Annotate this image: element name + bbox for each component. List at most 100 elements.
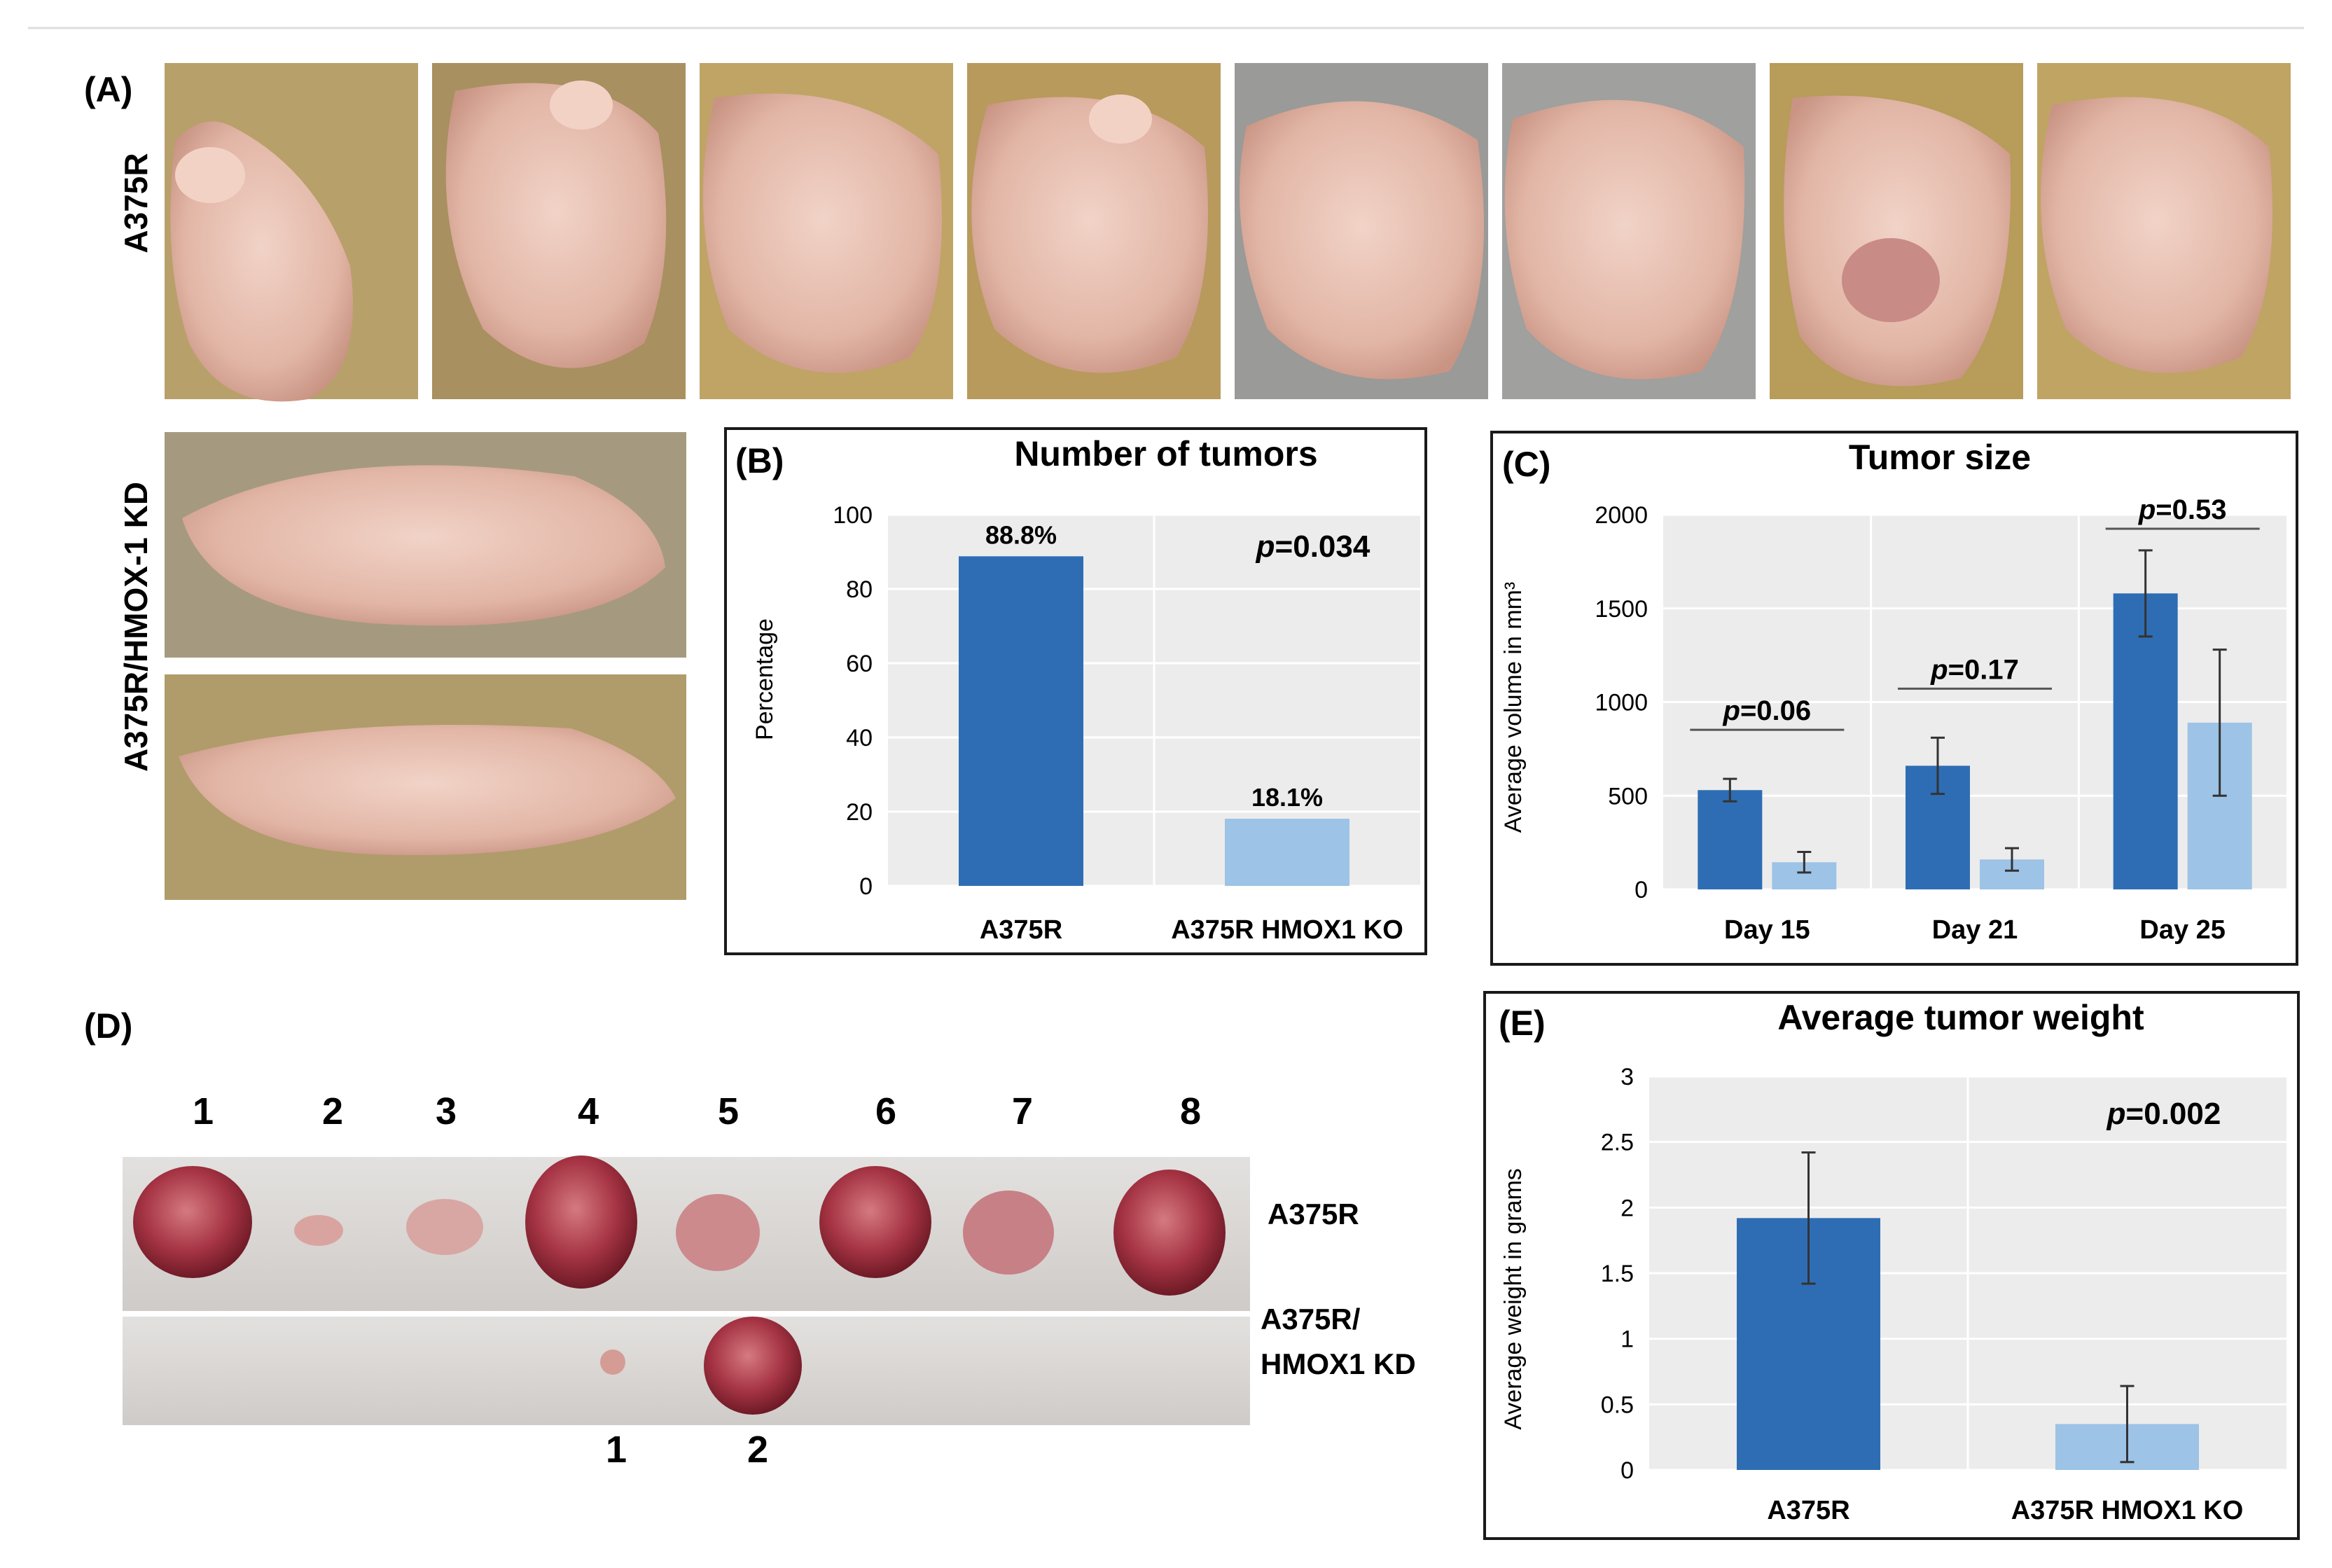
panel-d-row-top-label: A375R [1268,1198,1359,1230]
chart-e-ytick-label: 2.5 [1601,1130,1634,1156]
panel-a-letter: (A) [84,70,132,109]
mouse-photo [700,63,953,399]
chart-c-pvalue-number: =0.06 [1740,695,1811,726]
chart-b-title: Number of tumors [1014,434,1317,473]
chart-c-category-label: Day 21 [1932,915,2018,945]
tumor [406,1199,483,1255]
tumor-number: 6 [875,1090,896,1132]
tumor [676,1194,760,1271]
tumor [133,1166,252,1278]
chart-e-ytick-label: 2 [1620,1195,1634,1221]
tumor-number: 5 [718,1090,739,1132]
chart-e-ytick-label: 0 [1620,1457,1634,1484]
tumor [525,1156,637,1289]
mouse-photo [1770,63,2023,399]
chart-c-category-label: Day 25 [2139,915,2226,945]
panel-c-letter: (C) [1502,445,1550,484]
mouse-photo [165,432,686,658]
chart-b-ytick-label: 80 [846,576,873,603]
chart-b-ytick-label: 60 [846,651,873,677]
mouse-photos-top-row [165,63,2291,402]
panel-a-row-top-label: A375R [118,153,154,253]
tumor-number: 2 [322,1090,343,1132]
chart-b-ylabel: Percentage [751,618,778,740]
chart-e: 0 0.5 1 1.5 2 2.5 3 A375R A375R HMOX1 KO [1601,1064,2286,1525]
chart-c-title: Tumor size [1849,438,2031,477]
chart-e-title: Average tumor weight [1777,998,2144,1037]
panel-d-letter: (D) [84,1006,132,1046]
chart-b-data-label: 18.1% [1251,783,1323,812]
mouse-photo [165,63,418,402]
chart-c-category-label: Day 15 [1724,915,1810,945]
chart-b: 0 20 40 60 80 100 88.8% A375R 18.1% A375R HMOX1 K… [833,502,1420,945]
chart-b-bar [959,556,1083,886]
mouse-photo [165,674,686,900]
chart-e-ylabel: Average weight in grams [1500,1168,1527,1430]
chart-c-pvalue: p=0.06 [1723,695,1812,726]
mouse-photo [967,63,1221,399]
chart-c-pvalue: p=0.53 [2138,494,2227,525]
chart-c-ytick-label: 500 [1608,783,1648,810]
tumor-number: 2 [747,1429,768,1471]
chart-c-ylabel: Average volume in mm³ [1500,582,1527,833]
chart-b-ytick-label: 40 [846,725,873,751]
chart-e-ytick-label: 3 [1620,1064,1634,1090]
chart-c-pvalue-prefix: p [1723,695,1740,726]
tumor-strip-bottom [123,1317,1250,1425]
panel-d-row-bottom-label-line2: HMOX1 KD [1261,1347,1416,1380]
chart-c-ytick-label: 1000 [1595,690,1648,716]
tumor-number: 7 [1012,1090,1033,1132]
panel-e-letter: (E) [1499,1004,1546,1043]
chart-c-pvalue: p=0.17 [1930,654,2019,685]
mouse-photo [432,63,686,399]
chart-c-ytick-label: 2000 [1595,502,1648,529]
chart-e-ytick-label: 0.5 [1601,1392,1634,1418]
chart-c-bar [2113,593,2178,889]
chart-e-category-label: A375R HMOX1 KO [2011,1496,2244,1525]
mouse-photos-bottom-row [165,432,686,900]
chart-e-ytick-label: 1 [1620,1326,1634,1353]
chart-b-ytick-label: 0 [859,873,873,900]
chart-c-ytick-label: 1500 [1595,596,1648,623]
chart-c-pvalue-prefix: p [2138,494,2156,525]
panel-b-letter: (B) [735,441,784,480]
chart-b-ytick-label: 20 [846,799,873,826]
tumor [600,1350,625,1375]
tumor-numbers-top: 1 2 3 4 5 6 7 8 [193,1090,1201,1132]
chart-c-pvalue-number: =0.53 [2156,494,2226,525]
chart-e-pvalue: p=0.002 [2107,1097,2221,1131]
tumor-number: 8 [1180,1090,1201,1132]
tumor [1113,1170,1226,1296]
chart-c-pvalue-prefix: p [1930,654,1948,685]
mouse-photo [1235,63,1488,399]
panel-b: (B) Number of tumors 0 20 40 60 80 100 88.8% A3… [724,427,1427,955]
chart-e-ytick-label: 1.5 [1601,1261,1634,1287]
mouse-photo [2037,63,2291,399]
mouse-photo [1502,63,1756,399]
panel-a-row-bottom-label: A375R/HMOX-1 KD [118,482,154,772]
chart-b-pvalue: p=0.034 [1256,529,1370,564]
chart-b-data-label: 88.8% [985,520,1057,549]
chart-b-ytick-label: 100 [833,502,873,529]
panel-a: (A) A375R A375R/HMOX-1 KD [84,63,2291,900]
tumor [963,1191,1054,1275]
chart-c-pvalue-number: =0.17 [1948,654,2019,685]
tumor-number: 1 [193,1090,214,1132]
tumor-number: 3 [436,1090,457,1132]
panel-e: (E) Average tumor weight 0 0.5 1 1.5 2 2.5 3 A3… [1483,991,2300,1540]
tumor-number: 1 [606,1429,627,1471]
tumor [819,1166,931,1278]
tumors-top-row [133,1156,1226,1296]
chart-b-category-label: A375R HMOX1 KO [1171,915,1403,945]
panel-d-row-bottom-label-line1: A375R/ [1261,1303,1361,1335]
chart-b-category-label: A375R [980,915,1062,945]
chart-c-ytick-label: 0 [1635,877,1648,903]
tumor [704,1317,802,1415]
tumor [294,1215,343,1246]
tumors-bottom-row [600,1317,802,1415]
